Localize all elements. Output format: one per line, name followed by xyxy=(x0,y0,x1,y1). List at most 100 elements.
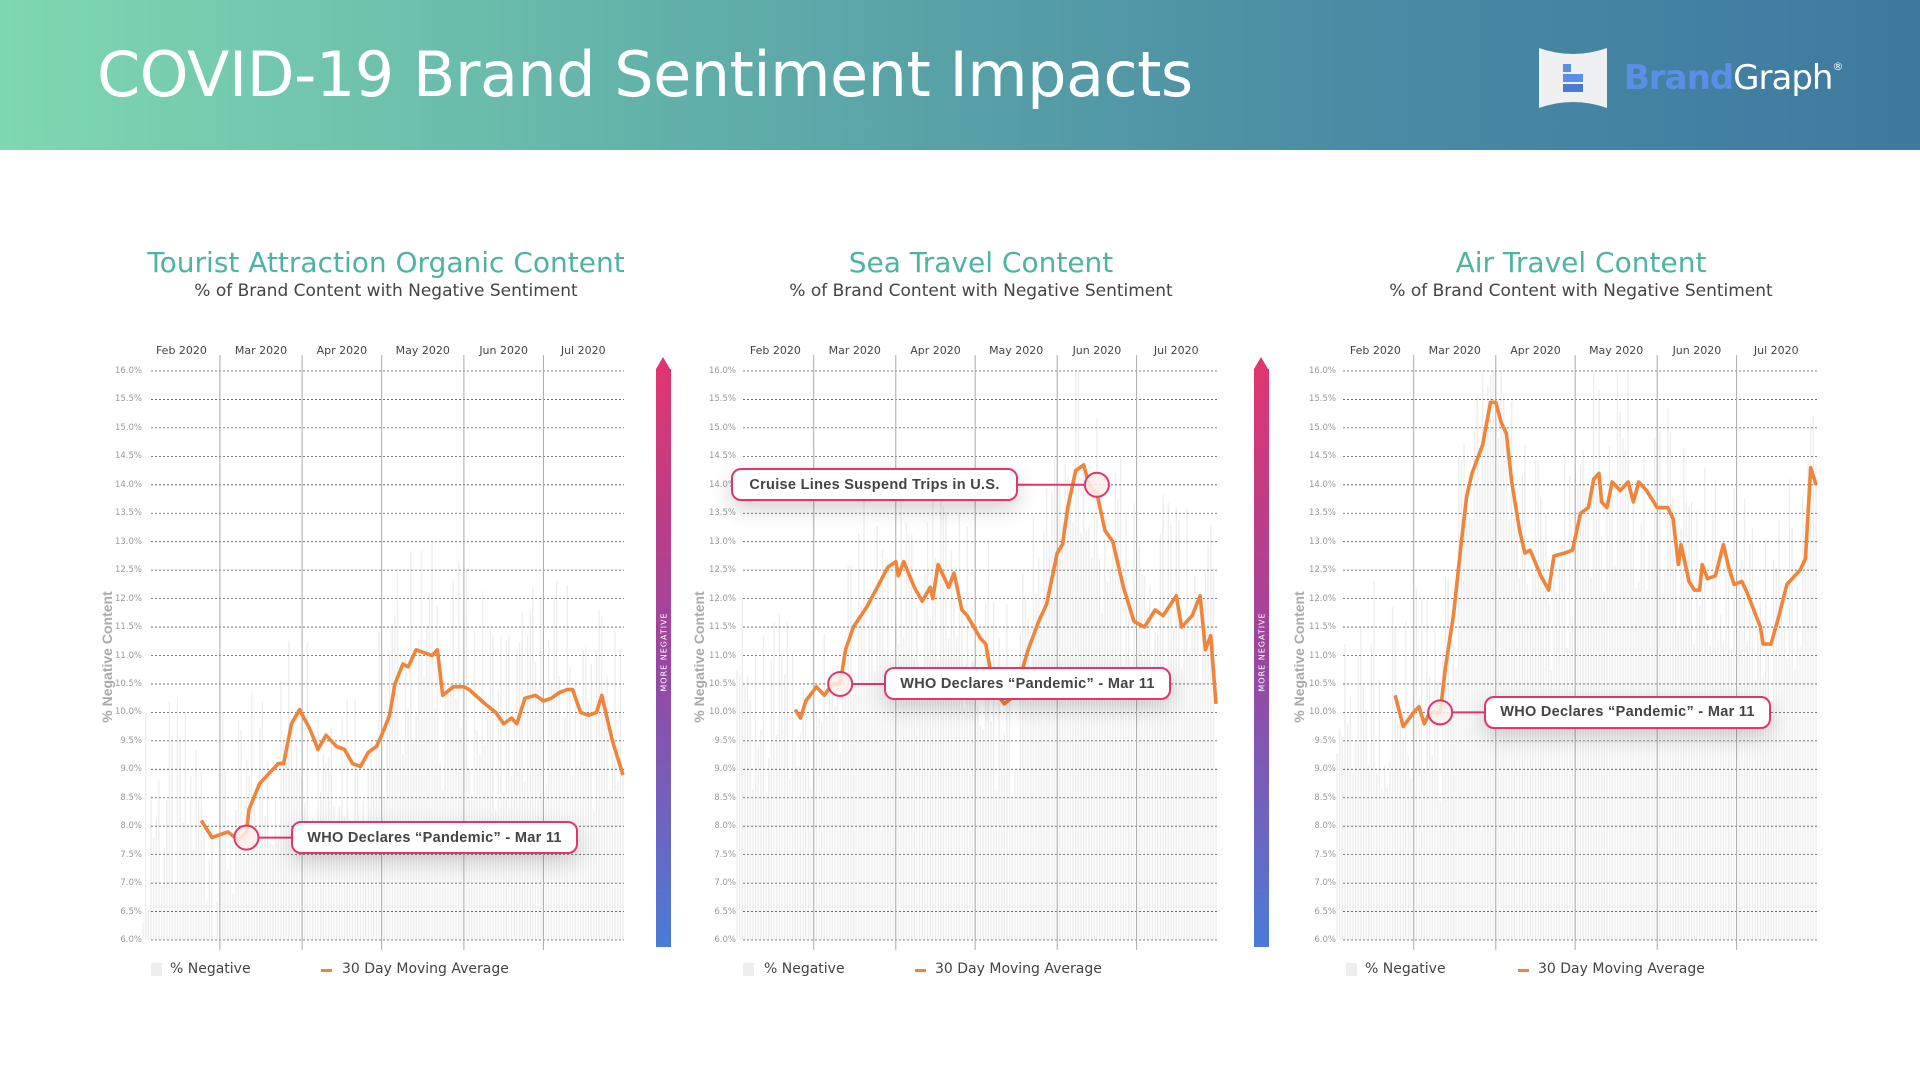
percent-negative-bar xyxy=(966,526,968,940)
percent-negative-bar xyxy=(1637,581,1640,940)
percent-negative-bar xyxy=(227,869,229,940)
y-tick-label: 16.0% xyxy=(1308,366,1336,376)
percent-negative-bar xyxy=(285,760,287,940)
percent-negative-bar xyxy=(1399,718,1402,940)
percent-negative-bar xyxy=(1069,501,1072,940)
percent-negative-bar xyxy=(773,622,775,940)
percent-negative-bar xyxy=(1510,400,1513,940)
y-tick-label: 10.0% xyxy=(1308,707,1336,718)
percent-negative-bar xyxy=(1550,671,1553,940)
percent-negative-bar xyxy=(195,749,197,940)
annotation-callout: WHO Declares “Pandemic” - Mar 11 xyxy=(291,821,578,855)
percent-negative-bar xyxy=(1428,677,1431,940)
percent-negative-bar xyxy=(1757,628,1759,940)
y-tick-label: 12.0% xyxy=(1308,593,1336,604)
percent-negative-bar xyxy=(1125,511,1127,940)
legend-line-label: 30 Day Moving Average xyxy=(1538,961,1705,977)
percent-negative-bar xyxy=(166,800,168,940)
percent-negative-bar xyxy=(810,787,812,940)
percent-negative-bar xyxy=(781,651,783,940)
y-tick-label: 13.0% xyxy=(114,536,142,547)
percent-negative-bar xyxy=(428,593,431,940)
percent-negative-bar xyxy=(1434,630,1436,940)
percent-negative-bar xyxy=(1722,641,1725,940)
y-tick-label: 6.0% xyxy=(120,935,142,945)
y-tick-label: 11.0% xyxy=(1308,650,1336,661)
percent-negative-bar xyxy=(1104,539,1106,940)
percent-negative-bar xyxy=(820,721,823,940)
percent-negative-bar xyxy=(452,580,454,940)
y-tick-label: 7.0% xyxy=(714,878,736,889)
percent-negative-bar xyxy=(505,640,508,940)
percent-negative-bar xyxy=(274,800,277,940)
percent-negative-bar xyxy=(277,839,279,940)
percent-negative-bar xyxy=(892,656,894,940)
percent-negative-bar xyxy=(335,842,338,940)
percent-negative-bar xyxy=(948,638,950,940)
y-tick-label: 8.5% xyxy=(714,792,736,803)
y-tick-label: 9.0% xyxy=(714,764,736,775)
percent-negative-bar xyxy=(828,679,831,940)
percent-negative-bar xyxy=(839,751,841,940)
percent-negative-bar xyxy=(1614,565,1616,940)
percent-negative-bar xyxy=(550,681,553,940)
percent-negative-bar xyxy=(736,669,738,940)
percent-negative-bar xyxy=(1442,653,1444,940)
percent-negative-bar xyxy=(955,636,958,940)
percent-negative-bar xyxy=(1146,610,1148,940)
brandgraph-logo-icon xyxy=(1539,48,1607,108)
percent-negative-bar xyxy=(1677,627,1680,940)
y-tick-label: 9.0% xyxy=(1314,764,1336,775)
percent-negative-bar xyxy=(1471,517,1473,940)
percent-negative-bar xyxy=(288,640,290,940)
percent-negative-bar xyxy=(979,725,982,940)
percent-negative-bar xyxy=(1492,371,1494,940)
legend-bar-swatch xyxy=(1346,963,1357,976)
percent-negative-bar xyxy=(365,837,367,940)
percent-negative-bar xyxy=(441,790,444,940)
percent-negative-bar xyxy=(879,585,881,940)
percent-negative-bar xyxy=(1489,375,1492,940)
percent-negative-bars xyxy=(142,542,624,940)
percent-negative-bar xyxy=(163,848,165,940)
percent-negative-bar xyxy=(500,636,502,940)
x-tick-label: Jun 2020 xyxy=(479,344,528,357)
percent-negative-bar xyxy=(749,700,751,940)
percent-negative-bar xyxy=(537,690,539,940)
percent-negative-bar xyxy=(799,734,802,940)
percent-negative-bar xyxy=(1458,457,1460,940)
arrow-up-icon xyxy=(656,357,670,369)
percent-negative-bar xyxy=(1378,679,1381,940)
percent-negative-bar xyxy=(768,757,770,940)
legend-line-swatch xyxy=(1518,969,1529,972)
more-negative-arrow-1: MORE NEGATIVE xyxy=(656,357,671,947)
percent-negative-bar xyxy=(566,585,569,940)
percent-negative-bar xyxy=(1183,627,1185,940)
percent-negative-bar xyxy=(1630,540,1632,940)
percent-negative-bar xyxy=(1648,542,1650,940)
percent-negative-bar xyxy=(457,562,460,940)
y-tick-label: 10.0% xyxy=(708,707,736,718)
chart-1 xyxy=(142,355,625,950)
percent-negative-bar xyxy=(1770,720,1772,940)
chart-3 xyxy=(1336,355,1818,950)
percent-negative-bar xyxy=(1048,541,1050,940)
percent-negative-bar xyxy=(314,827,317,940)
annotation-callout: Cruise Lines Suspend Trips in U.S. xyxy=(731,468,1018,502)
percent-negative-bar xyxy=(876,526,878,940)
percent-negative-bar xyxy=(1497,438,1500,940)
percent-negative-bar xyxy=(982,729,984,940)
percent-negative-bar xyxy=(1720,614,1722,940)
percent-negative-bar xyxy=(741,596,743,940)
percent-negative-bar xyxy=(1725,543,1727,940)
percent-negative-bar xyxy=(765,792,767,940)
percent-negative-bar xyxy=(1566,648,1568,940)
percent-negative-bar xyxy=(1738,584,1740,940)
percent-negative-bar xyxy=(1481,371,1484,940)
percent-negative-bar xyxy=(200,772,203,940)
percent-negative-bar xyxy=(465,568,468,940)
chart-1-title: Tourist Attraction Organic Content xyxy=(147,246,625,279)
percent-negative-bar xyxy=(1812,415,1815,940)
percent-negative-bar xyxy=(844,674,847,940)
percent-negative-bar xyxy=(1503,394,1505,940)
